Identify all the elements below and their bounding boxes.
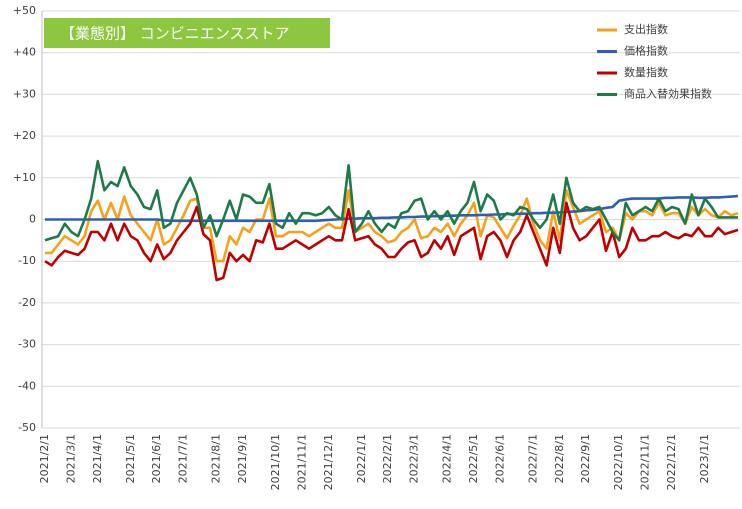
series-line [44, 201, 739, 282]
y-tick-label: +20 [13, 129, 36, 142]
x-tick-label: 2022/11/1 [639, 434, 652, 490]
y-tick-label: +10 [13, 171, 36, 184]
legend-label: 価格指数 [624, 44, 668, 58]
y-tick-label: +40 [13, 46, 36, 59]
x-tick-label: 2021/11/1 [295, 434, 308, 490]
x-tick-label: 2022/6/1 [493, 434, 506, 483]
x-tick-label: 2021/8/1 [210, 434, 223, 483]
x-tick-label: 2021/6/1 [150, 434, 163, 483]
x-tick-label: 2022/1/1 [355, 434, 368, 483]
x-tick-label: 2023/1/1 [698, 434, 711, 483]
y-tick-label: -10 [18, 254, 36, 267]
x-tick-label: 2022/2/1 [381, 434, 394, 483]
y-tick-label: -20 [18, 296, 36, 309]
x-tick-label: 2022/8/1 [553, 434, 566, 483]
x-tick-label: 2022/10/1 [612, 434, 625, 490]
x-tick-label: 2021/12/1 [322, 434, 335, 490]
x-tick-label: 2021/10/1 [269, 434, 282, 490]
x-tick-label: 2021/3/1 [64, 434, 77, 483]
y-tick-label: -50 [18, 421, 36, 434]
x-tick-label: 2022/9/1 [579, 434, 592, 483]
y-tick-label: 0 [29, 213, 36, 226]
title-box [44, 18, 330, 48]
x-tick-label: 2021/4/1 [91, 434, 104, 483]
x-tick-label: 2021/9/1 [236, 434, 249, 483]
series-line [45, 194, 739, 223]
x-tick-label: 2022/3/1 [408, 434, 421, 483]
x-tick-label: 2022/4/1 [441, 434, 454, 483]
x-tick-label: 2022/7/1 [526, 434, 539, 483]
x-tick-label: 2021/2/1 [38, 434, 51, 483]
chart-title: 【業態別】 コンビニエンスストア [60, 25, 289, 43]
y-tick-label: +30 [13, 87, 36, 100]
legend-label: 支出指数 [624, 22, 668, 36]
y-tick-label: -40 [18, 379, 36, 392]
legend-label: 数量指数 [624, 65, 668, 79]
x-tick-label: 2022/5/1 [467, 434, 480, 483]
x-tick-label: 2021/5/1 [124, 434, 137, 483]
legend-label: 商品入替効果指数 [624, 87, 712, 101]
y-tick-label: +50 [13, 4, 36, 17]
series-line [44, 159, 738, 242]
y-tick-label: -30 [18, 338, 36, 351]
x-tick-label: 2022/12/1 [665, 434, 678, 490]
x-tick-label: 2021/7/1 [177, 434, 190, 483]
